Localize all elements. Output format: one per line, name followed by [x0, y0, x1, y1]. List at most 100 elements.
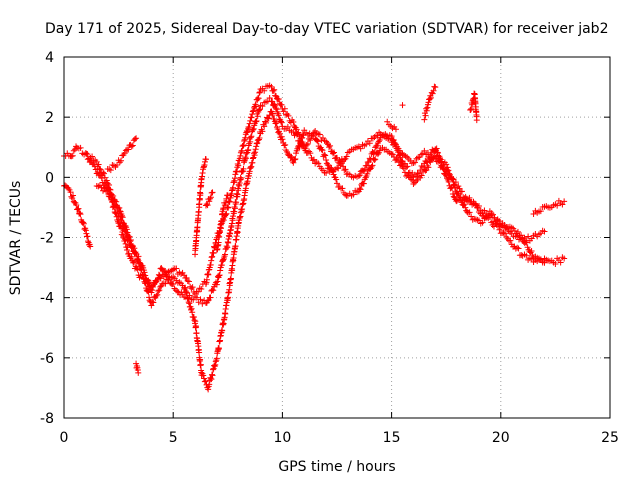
data-point: [256, 135, 263, 142]
data-point: [130, 259, 137, 266]
data-point: [334, 180, 340, 187]
data-point: [110, 192, 117, 199]
data-point: [435, 156, 442, 163]
data-point: [241, 137, 248, 144]
data-point: [188, 305, 195, 312]
data-point: [530, 210, 537, 217]
data-point: [80, 219, 87, 226]
data-point: [247, 117, 254, 124]
data-point: [154, 276, 161, 283]
data-point: [128, 253, 135, 260]
data-point: [210, 250, 217, 257]
data-point: [129, 142, 136, 149]
x-tick-label: 10: [273, 430, 291, 446]
data-point: [106, 181, 113, 188]
data-point: [304, 140, 311, 147]
data-point: [255, 95, 262, 102]
data-point: [561, 198, 568, 205]
data-point: [255, 107, 262, 114]
data-point: [443, 161, 450, 168]
data-point: [315, 160, 322, 167]
data-point: [426, 155, 433, 162]
data-point: [279, 136, 286, 143]
data-point: [254, 113, 261, 120]
data-point: [272, 120, 279, 127]
data-point: [316, 131, 323, 138]
data-point: [193, 324, 200, 331]
data-point: [388, 133, 395, 140]
data-point: [150, 283, 157, 290]
data-point: [183, 274, 190, 281]
data-point: [330, 171, 337, 178]
data-point: [84, 151, 91, 158]
x-tick-label: 5: [169, 430, 178, 446]
data-point: [96, 165, 103, 172]
data-point: [278, 101, 285, 108]
data-point: [143, 276, 150, 283]
data-point: [125, 237, 132, 244]
data-point: [254, 139, 261, 146]
y-tick-label: 4: [45, 50, 54, 66]
data-point: [357, 186, 364, 193]
data-point: [76, 209, 83, 216]
data-point: [203, 276, 210, 283]
data-point: [219, 327, 226, 334]
data-point: [106, 186, 113, 193]
data-point: [361, 166, 368, 173]
data-point: [418, 163, 425, 170]
data-point: [414, 169, 421, 176]
data-point: [248, 163, 255, 170]
data-point: [375, 138, 382, 145]
data-point: [209, 189, 216, 196]
data-point: [217, 267, 224, 274]
data-point: [433, 145, 440, 152]
data-point: [403, 164, 410, 171]
data-point: [253, 140, 260, 147]
data-point: [432, 84, 439, 91]
data-point: [191, 317, 198, 324]
data-point: [246, 168, 253, 175]
data-point: [333, 176, 340, 183]
data-point: [135, 369, 142, 376]
data-point: [197, 361, 204, 368]
data-point: [212, 358, 219, 365]
data-point: [114, 210, 121, 217]
data-point: [69, 195, 76, 202]
data-point: [261, 123, 268, 130]
data-point: [263, 119, 270, 126]
data-point: [292, 130, 299, 137]
data-point: [103, 177, 110, 184]
data-point: [232, 243, 239, 250]
data-point: [409, 177, 416, 184]
data-point: [366, 140, 373, 147]
data-point: [142, 275, 149, 282]
data-point: [390, 137, 397, 144]
data-point: [210, 366, 217, 373]
data-point: [453, 198, 460, 205]
data-point: [287, 154, 294, 161]
data-point: [342, 191, 349, 198]
data-point: [443, 172, 450, 179]
data-point: [343, 153, 350, 160]
data-point: [364, 170, 371, 177]
data-point: [268, 83, 275, 90]
data-point: [150, 299, 157, 306]
data-point: [81, 226, 88, 233]
data-point: [114, 161, 121, 168]
data-point: [100, 169, 107, 176]
data-point: [118, 157, 125, 164]
data-point: [170, 281, 177, 288]
data-point: [209, 372, 216, 379]
data-point: [89, 153, 96, 160]
data-point: [185, 299, 192, 306]
data-point: [357, 145, 364, 152]
data-point: [392, 140, 399, 147]
data-point: [129, 243, 136, 250]
data-point: [153, 292, 160, 299]
data-point: [125, 146, 132, 153]
data-point: [322, 152, 329, 159]
data-point: [515, 245, 522, 252]
x-tick-label: 0: [60, 430, 69, 446]
data-point: [121, 150, 128, 157]
